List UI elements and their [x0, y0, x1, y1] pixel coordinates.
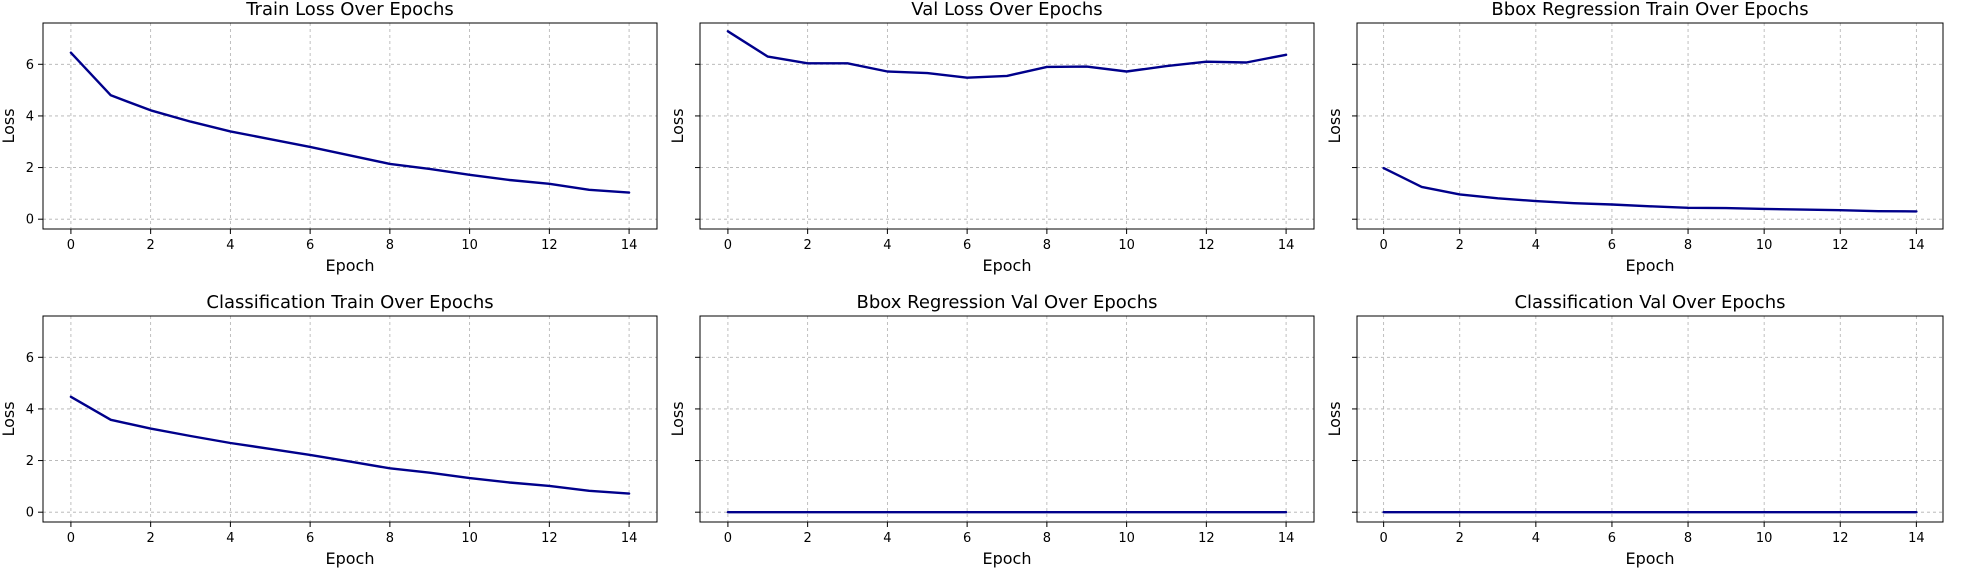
x-tick-label: 0 — [724, 238, 732, 253]
x-tick-label: 6 — [963, 531, 971, 546]
x-tick-label: 4 — [226, 238, 234, 253]
y-axis-label: Loss — [0, 108, 18, 143]
series-line-1 — [69, 395, 631, 495]
chart-title: Bbox Regression Train Over Epochs — [1491, 0, 1808, 20]
chart-title: Bbox Regression Val Over Epochs — [857, 292, 1158, 313]
x-axis-label: Epoch — [326, 256, 375, 275]
plot-frame — [1356, 315, 1944, 523]
chart-panel-3: 0 2 4 6 8 10 12 14 Bbox Regression Train Over Ep… — [1325, 0, 1944, 275]
x-axis-label: Epoch — [1626, 549, 1675, 568]
y-tick-label: 0 — [26, 506, 34, 521]
x-tick-label: 14 — [621, 238, 638, 253]
x-tick-label: 8 — [386, 531, 394, 546]
x-tick-label: 12 — [1198, 531, 1215, 546]
x-tick-label: 10 — [1756, 531, 1773, 546]
x-tick-label: 14 — [1278, 531, 1295, 546]
x-tick-label: 4 — [1532, 531, 1540, 546]
y-tick-label: 4 — [26, 402, 34, 417]
x-tick-label: 8 — [386, 238, 394, 253]
x-tick-label: 12 — [1198, 238, 1215, 253]
plot-frame — [699, 315, 1315, 523]
x-tick-label: 12 — [1832, 531, 1849, 546]
plot-frame — [42, 315, 658, 523]
y-tick-label: 6 — [26, 351, 34, 366]
x-tick-label: 10 — [1756, 238, 1773, 253]
x-tick-label: 2 — [1456, 531, 1464, 546]
x-tick-label: 14 — [1908, 238, 1925, 253]
x-tick-label: 4 — [883, 531, 891, 546]
x-tick-label: 10 — [1118, 531, 1135, 546]
x-tick-label: 4 — [1532, 238, 1540, 253]
x-axis-label: Epoch — [983, 256, 1032, 275]
x-tick-label: 8 — [1684, 531, 1692, 546]
y-tick-label: 0 — [26, 213, 34, 228]
x-tick-label: 2 — [147, 238, 155, 253]
x-tick-label: 0 — [724, 531, 732, 546]
x-tick-label: 10 — [461, 531, 478, 546]
x-tick-label: 0 — [67, 531, 75, 546]
x-tick-label: 10 — [1118, 238, 1135, 253]
x-tick-label: 0 — [1379, 238, 1387, 253]
y-axis-label: Loss — [668, 108, 687, 143]
x-tick-label: 4 — [883, 238, 891, 253]
y-tick-label: 4 — [26, 109, 34, 124]
x-axis-label: Epoch — [1626, 256, 1675, 275]
x-tick-label: 2 — [804, 238, 812, 253]
plot-frame — [699, 22, 1315, 230]
x-tick-label: 2 — [804, 531, 812, 546]
chart-title: Classification Val Over Epochs — [1514, 292, 1785, 313]
x-tick-label: 14 — [1908, 531, 1925, 546]
x-tick-label: 14 — [1278, 238, 1295, 253]
x-tick-label: 12 — [541, 531, 558, 546]
x-tick-label: 6 — [1608, 238, 1616, 253]
x-tick-label: 6 — [1608, 531, 1616, 546]
x-tick-label: 6 — [306, 238, 314, 253]
series-line-1 — [1382, 166, 1918, 213]
y-tick-label: 2 — [26, 161, 34, 176]
chart-panel-4: 0 2 4 6 8 10 12 14 0 2 4 6 Classification Train Over… — [0, 292, 658, 568]
x-tick-label: 2 — [1456, 238, 1464, 253]
y-axis-label: Loss — [668, 401, 687, 436]
x-axis-label: Epoch — [326, 549, 375, 568]
x-tick-label: 6 — [963, 238, 971, 253]
x-tick-label: 0 — [1379, 531, 1387, 546]
plot-frame — [42, 22, 658, 230]
chart-title: Val Loss Over Epochs — [911, 0, 1102, 20]
x-tick-label: 12 — [1832, 238, 1849, 253]
y-axis-label: Loss — [0, 401, 18, 436]
x-axis-label: Epoch — [983, 549, 1032, 568]
x-tick-label: 10 — [461, 238, 478, 253]
chart-panel-6: 0 2 4 6 8 10 12 14 Classification Val Over Epoch… — [1325, 292, 1944, 568]
x-tick-label: 0 — [67, 238, 75, 253]
y-axis-label: Loss — [1325, 401, 1344, 436]
chart-panel-1: 0 2 4 6 8 10 12 14 0 2 4 6 Train Loss Over Epochs Epo… — [0, 0, 658, 275]
x-tick-label: 8 — [1043, 531, 1051, 546]
series-line-1 — [726, 30, 1288, 79]
x-tick-label: 8 — [1043, 238, 1051, 253]
x-tick-label: 14 — [621, 531, 638, 546]
chart-panel-5: 0 2 4 6 8 10 12 14 Bbox Regression Val Over Epoc… — [668, 292, 1315, 568]
x-tick-label: 6 — [306, 531, 314, 546]
y-tick-label: 2 — [26, 454, 34, 469]
x-tick-label: 12 — [541, 238, 558, 253]
series-line-1 — [69, 51, 631, 194]
x-tick-label: 2 — [147, 531, 155, 546]
chart-title: Train Loss Over Epochs — [245, 0, 454, 20]
x-tick-label: 8 — [1684, 238, 1692, 253]
plot-frame — [1356, 22, 1944, 230]
chart-panel-2: 0 2 4 6 8 10 12 14 Val Loss Over Epochs Epoch Loss — [668, 0, 1315, 275]
chart-title: Classification Train Over Epochs — [206, 292, 493, 313]
y-axis-label: Loss — [1325, 108, 1344, 143]
y-tick-label: 6 — [26, 58, 34, 73]
x-tick-label: 4 — [226, 531, 234, 546]
